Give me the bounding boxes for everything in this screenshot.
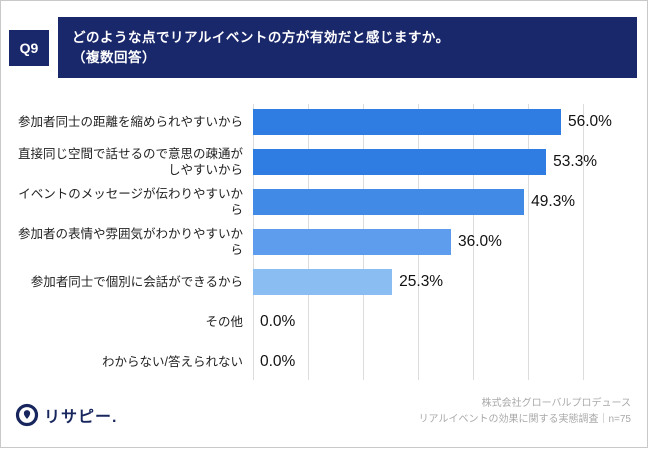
gridline	[528, 104, 529, 381]
source-attribution: 株式会社グローバルプロデュース リアルイベントの効果に関する実態調査｜n=75	[419, 396, 631, 427]
source-company: 株式会社グローバルプロデュース	[481, 398, 631, 410]
chart-row: 参加者同士の距離を縮められやすいから 56.0%	[13, 102, 635, 142]
gridline	[473, 104, 474, 381]
value-label: 0.0%	[260, 353, 296, 371]
question-header-bar: Q9 どのような点でリアルイベントの方が有効だと感じますか。 （複数回答）	[9, 17, 637, 79]
category-label: 直接同じ空間で話せるので意思の疎通がしやすいから	[17, 146, 243, 178]
gridline	[583, 104, 584, 381]
risapi-logo-icon	[15, 403, 39, 427]
bar-area: 0.0%	[253, 302, 635, 342]
value-label: 25.3%	[399, 273, 444, 291]
chart-row: 参加者の表情や雰囲気がわかりやすいから 36.0%	[13, 222, 635, 262]
value-label: 36.0%	[458, 233, 502, 251]
chart-row: 直接同じ空間で話せるので意思の疎通がしやすいから 53.3%	[13, 142, 635, 182]
bar-area: 53.3%	[253, 142, 635, 182]
question-text-line2: （複数回答）	[72, 49, 156, 65]
chart-rows: 参加者同士の距離を縮められやすいから 56.0% 直接同じ空間で話せるので意思の疎通…	[13, 102, 635, 382]
value-label: 56.0%	[568, 113, 612, 131]
bar	[253, 269, 393, 296]
bar	[253, 149, 547, 176]
bar-chart: 参加者同士の距離を縮められやすいから 56.0% 直接同じ空間で話せるので意思の疎通…	[13, 102, 635, 382]
bar	[253, 229, 451, 256]
value-label: 53.3%	[553, 153, 598, 171]
footer: リサピー. 株式会社グローバルプロデュース リアルイベントの効果に関する実態調査…	[15, 396, 631, 427]
bar-area: 25.3%	[253, 262, 635, 302]
chart-row: わからない/答えられない 0.0%	[13, 342, 635, 382]
category-label: イベントのメッセージが伝わりやすいから	[18, 186, 243, 218]
category-label: わからない/答えられない	[102, 355, 243, 369]
category-label: 参加者同士の距離を縮められやすいから	[17, 115, 243, 129]
category-label: 参加者の表情や雰囲気がわかりやすいから	[17, 226, 243, 258]
question-header: どのような点でリアルイベントの方が有効だと感じますか。 （複数回答）	[58, 17, 637, 79]
bar	[253, 189, 525, 216]
value-label: 0.0%	[260, 313, 296, 331]
risapi-logo-text: リサピー.	[44, 409, 118, 427]
bar-area: 49.3%	[253, 182, 635, 222]
chart-row: イベントのメッセージが伝わりやすいから 49.3%	[13, 182, 635, 222]
question-text-line1: どのような点でリアルイベントの方が有効だと感じますか。	[72, 30, 450, 45]
value-label: 49.3%	[531, 193, 576, 211]
category-label: その他	[205, 315, 243, 329]
chart-row: 参加者同士で個別に会話ができるから 25.3%	[13, 262, 635, 302]
chart-row: その他 0.0%	[13, 302, 635, 342]
category-label: 参加者同士で個別に会話ができるから	[30, 275, 243, 289]
bar	[253, 109, 561, 136]
question-number-badge: Q9	[9, 29, 49, 66]
bar-area: 0.0%	[253, 342, 635, 382]
source-survey: リアルイベントの効果に関する実態調査｜n=75	[418, 413, 631, 425]
bar-area: 36.0%	[253, 222, 635, 262]
bar-area: 56.0%	[253, 102, 635, 142]
risapi-logo: リサピー.	[15, 403, 117, 427]
